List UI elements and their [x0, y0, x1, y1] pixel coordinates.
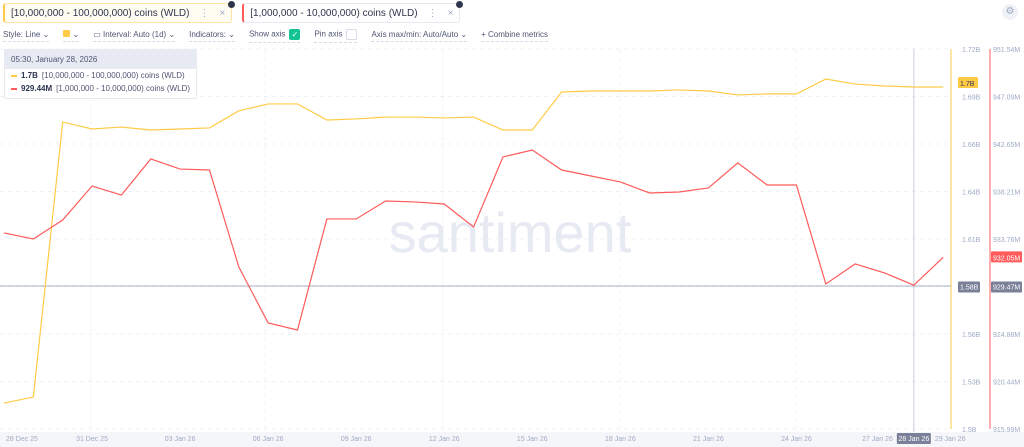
color-picker[interactable]: ⌄: [63, 30, 80, 42]
color-swatch: [63, 30, 71, 37]
tooltip-date: 05:30, January 28, 2026: [5, 50, 196, 69]
tooltip-row: 1.7B [10,000,000 - 100,000,000) coins (WL…: [5, 69, 196, 82]
show-axis-label: Show axis: [248, 29, 286, 39]
footer-bar: [0, 432, 1024, 447]
crosshair-value-label: 1.58B: [960, 285, 979, 292]
current-value-label: 932.05M: [993, 255, 1020, 262]
y-tick-label: 1.5B: [962, 427, 977, 434]
gear-icon[interactable]: ⚙: [1002, 4, 1018, 20]
y-tick-label: 942.65M: [993, 142, 1020, 149]
interval-dropdown[interactable]: ▭ Interval: Auto (1d) ⌄: [93, 30, 176, 42]
x-tick-label: 06 Jan 26: [253, 436, 284, 443]
x-tick-label: 12 Jan 26: [429, 436, 460, 443]
x-tick-label: 21 Jan 26: [693, 436, 724, 443]
combine-metrics-button[interactable]: + Combine metrics: [481, 30, 549, 42]
metric-tab-label: [1,000,000 - 10,000,000) coins (WLD): [250, 7, 418, 19]
close-icon[interactable]: ×: [447, 7, 454, 19]
x-tick-label: 24 Jan 26: [781, 436, 812, 443]
style-label: Style: Line: [3, 30, 41, 39]
current-value-label: 1.7B: [960, 81, 975, 88]
y-tick-label: 1.53B: [962, 380, 981, 387]
y-tick-label: 915.99M: [993, 427, 1020, 434]
pin-axis-label: Pin axis: [314, 29, 343, 39]
watermark: santiment: [389, 201, 632, 264]
y-tick-label: 1.56B: [962, 332, 981, 339]
metric-tabs: [10,000,000 - 100,000,000) coins (WLD) ⋮…: [3, 1, 464, 23]
more-vertical-icon[interactable]: ⋮: [199, 7, 210, 19]
tooltip-label: [10,000,000 - 100,000,000) coins (WLD): [41, 71, 185, 80]
x-tick-label: 03 Jan 26: [165, 436, 196, 443]
metric-tab-label: [10,000,000 - 100,000,000) coins (WLD): [11, 7, 190, 19]
pin-icon[interactable]: [228, 1, 236, 8]
y-tick-label: 947.09M: [993, 95, 1020, 102]
x-tick-label: 28 Dec 25: [6, 436, 38, 443]
style-dropdown[interactable]: Style: Line ⌄: [3, 30, 50, 42]
calendar-icon: ▭: [93, 30, 101, 39]
chart-toolbar: Style: Line ⌄ ⌄ ▭ Interval: Auto (1d) ⌄ …: [3, 29, 549, 43]
pin-icon[interactable]: [456, 1, 464, 8]
series-swatch: [11, 74, 17, 77]
x-tick-label: 18 Jan 26: [605, 436, 636, 443]
pin-axis-checkbox[interactable]: [346, 29, 358, 40]
tooltip-row: 929.44M [1,000,000 - 10,000,000) coins (W…: [5, 82, 196, 98]
x-tick-label: 29 Jan 26: [935, 436, 966, 443]
crosshair-date-label: 28 Jan 26: [898, 436, 929, 443]
y-tick-label: 920.44M: [993, 380, 1020, 387]
y-tick-label: 924.88M: [993, 332, 1020, 339]
indicators-label: Indicators:: [189, 30, 227, 39]
y-tick-label: 1.69B: [962, 95, 981, 102]
axis-minmax-label: Axis max/min: Auto/Auto: [371, 30, 459, 39]
axis-minmax-dropdown[interactable]: Axis max/min: Auto/Auto ⌄: [371, 30, 468, 42]
chart-tooltip: 05:30, January 28, 2026 1.7B [10,000,000 …: [4, 49, 197, 99]
crosshair-value-label: 929.47M: [993, 285, 1020, 292]
x-tick-label: 15 Jan 26: [517, 436, 548, 443]
series-swatch: [11, 87, 17, 90]
y-tick-label: 1.72B: [962, 47, 981, 54]
x-tick-label: 31 Dec 25: [76, 436, 108, 443]
y-tick-label: 1.61B: [962, 237, 981, 244]
current-value-label-bg: [991, 251, 1022, 263]
metric-tab-medium-holders[interactable]: [1,000,000 - 10,000,000) coins (WLD) ⋮ ×: [242, 1, 464, 23]
tooltip-value: 929.44M: [21, 84, 53, 93]
combine-label: Combine metrics: [488, 30, 549, 39]
show-axis-toggle[interactable]: Show axis ✓: [248, 29, 301, 43]
y-tick-label: 1.66B: [962, 142, 981, 149]
interval-label: Interval: Auto (1d): [103, 30, 167, 39]
crosshair-value-label-bg: [991, 281, 1022, 293]
y-tick-label: 1.64B: [962, 190, 981, 197]
x-tick-label: 09 Jan 26: [341, 436, 372, 443]
indicators-dropdown[interactable]: Indicators: ⌄: [189, 30, 235, 42]
crosshair-date-label-bg: [896, 433, 931, 444]
tooltip-value: 1.7B: [21, 71, 38, 80]
y-tick-label: 938.21M: [993, 190, 1020, 197]
show-axis-checkbox[interactable]: ✓: [289, 29, 301, 40]
close-icon[interactable]: ×: [219, 7, 226, 19]
crosshair-value-label-bg: [958, 281, 980, 293]
pin-axis-toggle[interactable]: Pin axis: [314, 29, 358, 43]
tooltip-label: [1,000,000 - 10,000,000) coins (WLD): [56, 84, 190, 93]
metric-tab-large-holders[interactable]: [10,000,000 - 100,000,000) coins (WLD) ⋮…: [3, 1, 236, 23]
y-tick-label: 951.54M: [993, 47, 1020, 54]
x-tick-label: 27 Jan 26: [862, 436, 893, 443]
more-vertical-icon[interactable]: ⋮: [427, 7, 438, 19]
y-tick-label: 933.76M: [993, 237, 1020, 244]
current-value-label-bg: [958, 77, 978, 88]
